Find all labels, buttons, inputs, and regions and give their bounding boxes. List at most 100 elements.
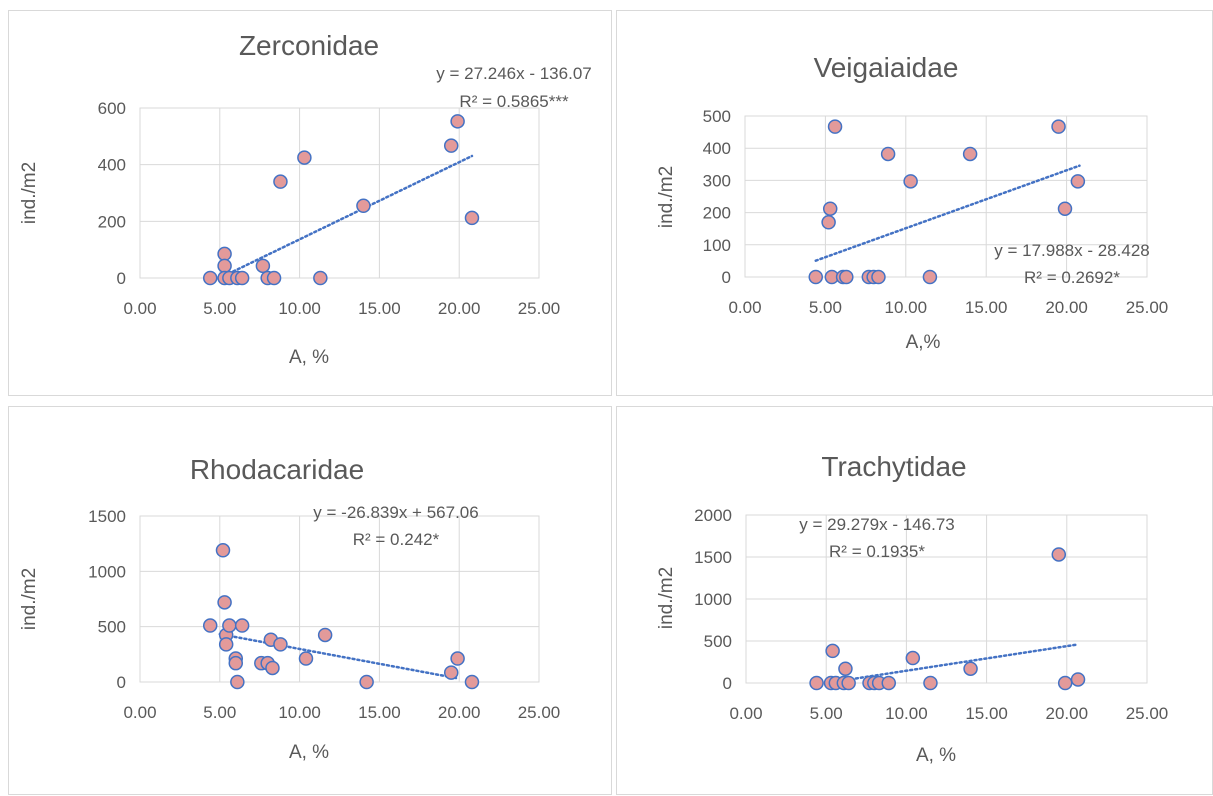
data-point xyxy=(825,643,840,659)
data-point xyxy=(217,246,232,262)
x-tick-label: 20.00 xyxy=(438,703,481,722)
data-point xyxy=(273,637,288,652)
data-point xyxy=(356,198,371,213)
linear-trendline xyxy=(814,164,1081,262)
y-tick-label: 0 xyxy=(722,268,731,287)
r-squared-trachytidae: R² = 0.1935* xyxy=(829,542,925,561)
linear-trendline xyxy=(218,632,458,680)
data-point xyxy=(202,270,218,286)
x-axis-label: A,% xyxy=(906,332,941,353)
chart-title-trachytidae: Trachytidae xyxy=(821,451,966,482)
trendline-equation-zerconidae: y = 27.246x - 136.07 xyxy=(436,64,591,83)
data-point xyxy=(1057,201,1073,216)
x-tick-label: 20.00 xyxy=(1046,704,1089,723)
data-point xyxy=(265,660,280,676)
data-point xyxy=(841,675,856,691)
y-axis-label: ind./m2 xyxy=(19,162,40,224)
x-tick-label: 20.00 xyxy=(438,299,481,318)
data-point xyxy=(450,651,465,666)
chart-title-zerconidae: Zerconidae xyxy=(239,30,379,61)
data-point xyxy=(317,627,333,643)
data-point xyxy=(443,665,459,680)
x-tick-label: 5.00 xyxy=(809,298,842,317)
data-point xyxy=(215,543,231,558)
x-tick-label: 25.00 xyxy=(518,703,561,722)
data-point xyxy=(359,674,374,690)
y-tick-label: 300 xyxy=(703,171,731,190)
x-tick-label: 25.00 xyxy=(518,299,561,318)
r-squared-zerconidae: R² = 0.5865*** xyxy=(459,92,569,111)
data-point xyxy=(266,270,282,286)
data-point xyxy=(298,651,314,666)
data-point xyxy=(822,201,838,216)
x-tick-label: 15.00 xyxy=(965,298,1008,317)
x-tick-label: 5.00 xyxy=(203,703,236,722)
chart-svg-zerconidae: 0 200 400 600 0.00 5.00 10.00 15.00 20.00 25.00 Ze… xyxy=(19,30,592,368)
data-point xyxy=(228,655,244,671)
data-point xyxy=(255,258,271,274)
y-tick-label: 400 xyxy=(98,156,126,175)
data-point xyxy=(838,661,853,676)
chart-title-veigaiaidae: Veigaiaidae xyxy=(814,52,959,83)
data-point xyxy=(922,269,938,285)
data-point xyxy=(1070,174,1086,189)
trendline-equation-veigaiaidae: y = 17.988x - 28.428 xyxy=(994,241,1149,260)
x-tick-label: 5.00 xyxy=(203,299,236,318)
x-tick-label: 20.00 xyxy=(1045,298,1088,317)
x-tick-label: 0.00 xyxy=(123,299,156,318)
data-point xyxy=(443,138,459,153)
y-tick-label: 500 xyxy=(703,107,731,126)
x-tick-label: 0.00 xyxy=(729,704,762,723)
trendline-equation-rhodacaridae: y = -26.839x + 567.06 xyxy=(313,503,478,522)
y-tick-label: 0 xyxy=(117,269,126,288)
data-point xyxy=(821,215,836,230)
y-tick-label: 100 xyxy=(703,236,731,255)
x-axis-label: A, % xyxy=(289,742,329,763)
x-tick-label: 15.00 xyxy=(358,703,401,722)
x-tick-label: 15.00 xyxy=(965,704,1008,723)
data-point xyxy=(450,114,465,129)
chart-panel-veigaiaidae: 0 100 200 300 400 500 0.00 5.00 10.00 15.00 20.00 2… xyxy=(616,10,1213,396)
y-axis-label: ind./m2 xyxy=(656,166,677,228)
data-point xyxy=(880,146,896,162)
y-tick-label: 2000 xyxy=(694,506,732,525)
chart-title-rhodacaridae: Rhodacaridae xyxy=(190,454,364,485)
linear-trendline xyxy=(824,643,1078,685)
data-point xyxy=(827,119,843,134)
data-point xyxy=(881,675,897,691)
plot-area xyxy=(139,107,540,279)
y-axis-label: ind./m2 xyxy=(656,567,677,629)
y-axis-label: ind./m2 xyxy=(19,568,40,630)
data-point xyxy=(905,650,921,666)
r-squared-veigaiaidae: R² = 0.2692* xyxy=(1024,268,1120,287)
y-tick-label: 600 xyxy=(98,99,126,118)
chart-panel-zerconidae: 0 200 400 600 0.00 5.00 10.00 15.00 20.00 25.00 Ze… xyxy=(8,10,612,396)
x-tick-label: 10.00 xyxy=(885,704,928,723)
x-tick-label: 25.00 xyxy=(1126,704,1169,723)
y-tick-label: 400 xyxy=(703,139,731,158)
data-point xyxy=(903,174,918,189)
x-tick-label: 10.00 xyxy=(278,299,321,318)
y-tick-label: 200 xyxy=(98,212,126,231)
data-point xyxy=(1051,119,1066,134)
data-point xyxy=(963,661,978,676)
trendline-equation-trachytidae: y = 29.279x - 146.73 xyxy=(799,515,954,534)
data-point xyxy=(297,150,312,165)
y-tick-label: 1000 xyxy=(694,590,732,609)
x-tick-label: 10.00 xyxy=(278,703,321,722)
chart-panel-trachytidae: 0 500 1000 1500 2000 0.00 5.00 10.00 15.00 20.00 2… xyxy=(616,406,1213,795)
data-point xyxy=(230,674,245,690)
data-point xyxy=(839,269,854,285)
data-point xyxy=(464,210,480,226)
data-point xyxy=(217,595,232,610)
x-tick-label: 10.00 xyxy=(885,298,928,317)
x-axis-label: A, % xyxy=(289,347,329,368)
data-point xyxy=(923,675,938,691)
r-squared-rhodacaridae: R² = 0.242* xyxy=(353,530,440,549)
chart-svg-veigaiaidae: 0 100 200 300 400 500 0.00 5.00 10.00 15.00 20.00 2… xyxy=(656,52,1168,353)
y-tick-label: 1000 xyxy=(88,562,126,581)
y-tick-label: 200 xyxy=(703,204,731,223)
data-point xyxy=(202,618,218,633)
data-point xyxy=(1057,675,1073,691)
y-tick-label: 500 xyxy=(98,618,126,637)
